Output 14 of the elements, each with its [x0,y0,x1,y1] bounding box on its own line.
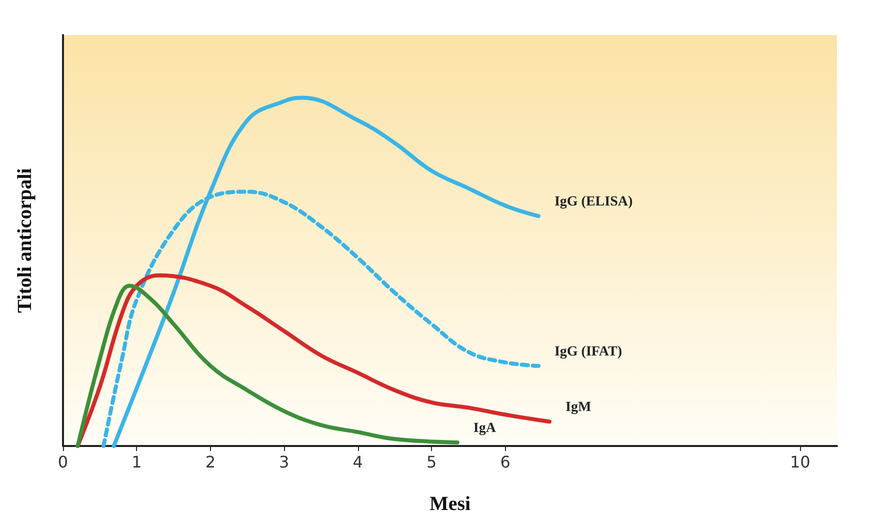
y-axis-title: Titoli anticorpali [14,168,36,313]
series-label: IgA [473,421,497,436]
x-tick-label: 1 [132,452,142,472]
x-tick-label: 5 [426,452,437,472]
x-tick-label: 2 [205,452,216,472]
x-tick-label: 6 [500,452,510,472]
x-tick-label: 0 [58,452,68,472]
series-label: IgG (IFAT) [554,344,622,360]
x-tick-label: 4 [352,452,363,472]
series-label: IgM [566,400,592,416]
x-tick-label: 10 [790,452,810,472]
series-label: IgG (ELISA) [554,194,633,210]
x-tick-label: 3 [279,452,290,472]
x-axis-title: Mesi [429,493,471,515]
